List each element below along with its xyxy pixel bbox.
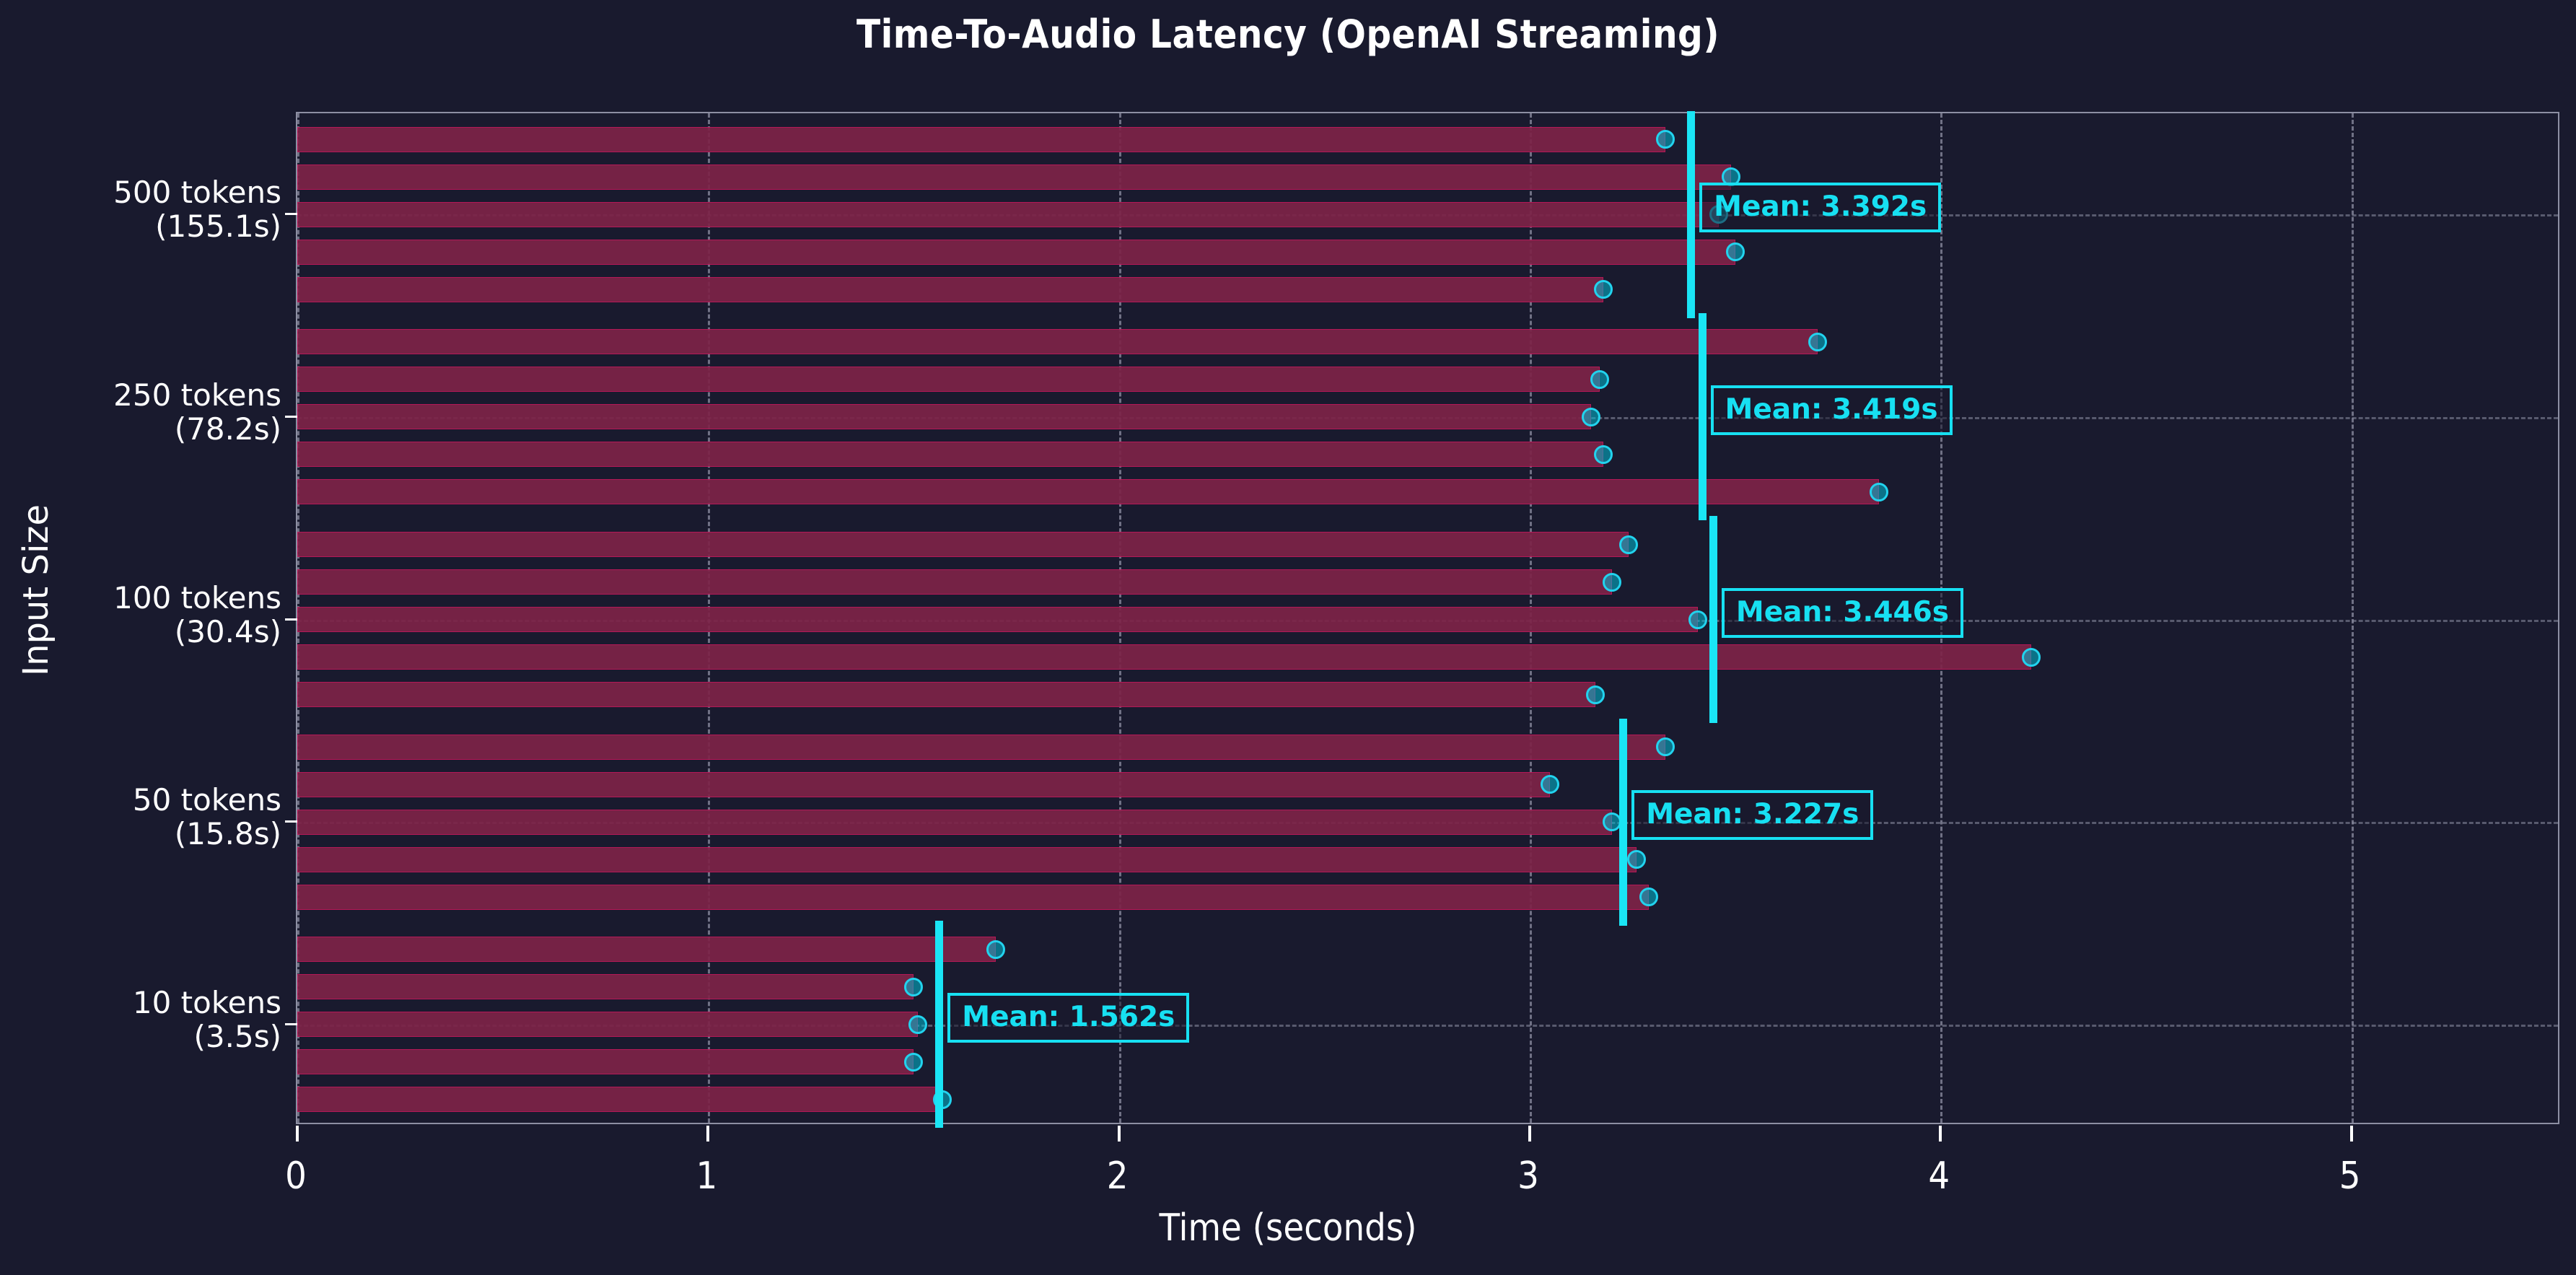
bar bbox=[297, 201, 1719, 227]
x-tick-mark bbox=[1939, 1126, 1942, 1142]
bar bbox=[297, 479, 1879, 505]
bar bbox=[297, 126, 1665, 152]
mean-line bbox=[1698, 313, 1707, 521]
mean-line bbox=[1619, 718, 1628, 926]
bar bbox=[297, 937, 996, 963]
run-datapoint-dot bbox=[1602, 812, 1621, 832]
run-datapoint-dot bbox=[1808, 332, 1827, 351]
gridline-horizontal bbox=[297, 1024, 2558, 1027]
bar bbox=[297, 846, 1637, 872]
bar bbox=[297, 884, 1650, 910]
plot-area: Mean: 3.392s Mean: 3.419s Mean: 3.446s Mean… bbox=[296, 110, 2559, 1129]
run-datapoint-dot bbox=[1582, 407, 1601, 426]
run-datapoint-dot bbox=[1586, 685, 1605, 704]
y-tick-label: 10 tokens (3.5s) bbox=[133, 986, 281, 1053]
bar bbox=[297, 532, 1629, 557]
x-tick-mark bbox=[2349, 1126, 2353, 1142]
run-datapoint-dot bbox=[1541, 775, 1560, 794]
bar bbox=[297, 367, 1600, 393]
bar bbox=[297, 164, 1731, 190]
run-datapoint-dot bbox=[903, 977, 923, 996]
bar bbox=[297, 1012, 918, 1038]
bar bbox=[297, 239, 1735, 265]
y-tick-label-duration: (15.8s) bbox=[174, 816, 281, 852]
bar bbox=[297, 329, 1818, 355]
x-tick-mark bbox=[1117, 1126, 1121, 1142]
bar bbox=[297, 404, 1592, 430]
mean-line bbox=[1687, 110, 1696, 318]
bar bbox=[297, 771, 1551, 797]
run-datapoint-dot bbox=[1590, 369, 1609, 389]
gridline-vertical bbox=[2351, 113, 2354, 1123]
y-axis-label: Input Size bbox=[16, 504, 56, 677]
run-datapoint-dot bbox=[1725, 242, 1745, 262]
x-axis-label: Time (seconds) bbox=[1159, 1206, 1417, 1250]
y-tick-mark bbox=[285, 1022, 297, 1025]
run-datapoint-dot bbox=[1639, 888, 1659, 907]
x-tick-mark bbox=[1528, 1126, 1531, 1142]
bar bbox=[297, 276, 1604, 302]
run-datapoint-dot bbox=[2021, 647, 2041, 667]
bar bbox=[297, 1049, 914, 1075]
run-datapoint-dot bbox=[1594, 444, 1613, 464]
chart-title: Time-To-Audio Latency (OpenAI Streaming) bbox=[856, 12, 1720, 57]
mean-line bbox=[935, 921, 944, 1129]
y-tick-label-tokens: 50 tokens bbox=[132, 782, 281, 818]
y-tick-label-tokens: 500 tokens bbox=[113, 175, 281, 211]
mean-annotation-label: Mean: 3.227s bbox=[1631, 790, 1874, 841]
y-tick-label: 250 tokens (78.2s) bbox=[113, 378, 281, 446]
mean-annotation-label: Mean: 3.419s bbox=[1710, 385, 1953, 435]
mean-annotation-label: Mean: 1.562s bbox=[947, 992, 1190, 1043]
x-tick-label: 2 bbox=[1106, 1154, 1129, 1198]
y-tick-mark bbox=[285, 213, 297, 216]
bar bbox=[297, 809, 1612, 835]
y-tick-label-duration: (78.2s) bbox=[174, 411, 281, 447]
run-datapoint-dot bbox=[1655, 737, 1675, 757]
run-datapoint-dot bbox=[1655, 130, 1675, 149]
mean-line bbox=[1709, 516, 1717, 723]
mean-annotation-label: Mean: 3.446s bbox=[1721, 587, 1963, 638]
bar bbox=[297, 442, 1604, 468]
y-tick-label-tokens: 100 tokens bbox=[113, 579, 281, 615]
y-tick-label-tokens: 10 tokens bbox=[132, 984, 281, 1020]
run-datapoint-dot bbox=[1594, 280, 1613, 299]
x-tick-label: 5 bbox=[2339, 1154, 2361, 1198]
run-datapoint-dot bbox=[1618, 535, 1638, 554]
run-datapoint-dot bbox=[1688, 610, 1708, 629]
y-tick-label: 50 tokens (15.8s) bbox=[133, 783, 281, 851]
y-tick-label: 100 tokens (30.4s) bbox=[113, 579, 281, 649]
y-tick-label-duration: (3.5s) bbox=[193, 1018, 281, 1054]
bar bbox=[297, 734, 1665, 760]
x-tick-label: 3 bbox=[1517, 1154, 1539, 1198]
y-tick-mark bbox=[285, 820, 297, 823]
run-datapoint-dot bbox=[1627, 850, 1646, 869]
x-tick-label: 4 bbox=[1928, 1154, 1950, 1198]
bar bbox=[297, 974, 914, 1000]
bar bbox=[297, 682, 1596, 707]
bar bbox=[297, 644, 2031, 670]
y-tick-mark bbox=[285, 415, 297, 418]
x-tick-label: 0 bbox=[285, 1154, 307, 1198]
run-datapoint-dot bbox=[903, 1052, 923, 1072]
run-datapoint-dot bbox=[908, 1015, 927, 1034]
run-datapoint-dot bbox=[986, 939, 1005, 959]
bar bbox=[297, 569, 1612, 595]
y-tick-label-duration: (155.1s) bbox=[155, 209, 281, 245]
x-tick-mark bbox=[296, 1126, 299, 1142]
y-tick-label-duration: (30.4s) bbox=[174, 613, 281, 649]
bar bbox=[297, 1087, 942, 1113]
x-tick-mark bbox=[706, 1126, 710, 1142]
y-tick-label-tokens: 250 tokens bbox=[113, 377, 281, 413]
y-tick-label: 500 tokens (155.1s) bbox=[113, 175, 281, 243]
run-datapoint-dot bbox=[1602, 572, 1621, 592]
x-tick-label: 1 bbox=[696, 1154, 718, 1198]
mean-annotation-label: Mean: 3.392s bbox=[1699, 183, 1942, 233]
bar bbox=[297, 607, 1699, 632]
run-datapoint-dot bbox=[1869, 482, 1888, 501]
y-tick-mark bbox=[285, 618, 297, 621]
